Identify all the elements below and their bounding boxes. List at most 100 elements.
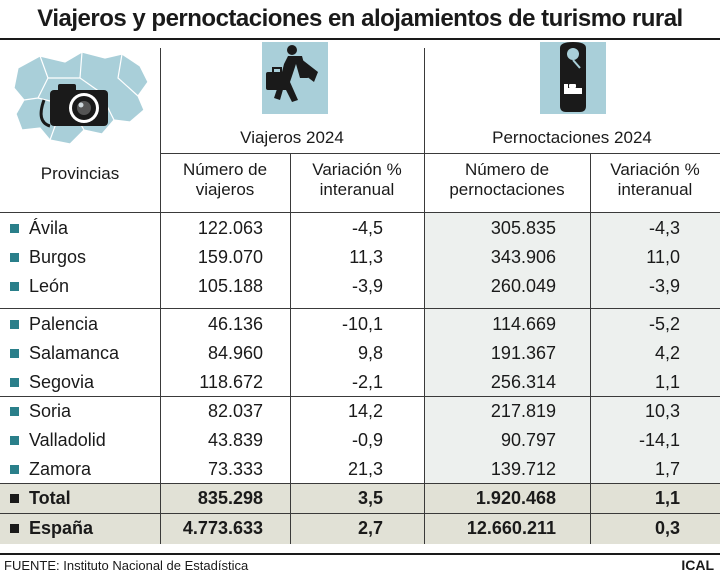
viajeros-value: 73.333 xyxy=(207,459,263,479)
brand-logo: ICAL xyxy=(681,557,714,573)
bullet-square-icon xyxy=(10,494,19,503)
table-row: Valladolid 43.839 -0,9 90.797 -14,1 xyxy=(0,426,720,455)
var-pernoctaciones-value: -14,1 xyxy=(638,430,680,450)
var-viajeros-value: -2,1 xyxy=(351,372,383,392)
total-var-viajeros-value: 3,5 xyxy=(357,488,383,508)
bullet-square-icon xyxy=(10,465,19,474)
bullet-square-icon xyxy=(10,349,19,358)
pernoctaciones-value: 343.906 xyxy=(490,247,556,267)
viajeros-value: 105.188 xyxy=(197,276,263,296)
table-row: Ávila 122.063 -4,5 305.835 -4,3 xyxy=(0,214,720,243)
provincias-header: Provincias xyxy=(40,164,120,183)
provincia-name: Segovia xyxy=(29,372,95,392)
num-pernoctaciones-header: Número de pernoctaciones xyxy=(449,160,565,199)
bullet-square-icon xyxy=(10,407,19,416)
data-table: Viajeros 2024 Pernoctaciones 2024 Provin… xyxy=(0,40,720,552)
pernoctaciones-value: 217.819 xyxy=(490,401,556,421)
provincia-name: Salamanca xyxy=(29,343,120,363)
var-viajeros-value: -3,9 xyxy=(351,276,383,296)
viajeros-value: 84.960 xyxy=(207,343,263,363)
hotel-door-hanger-icon xyxy=(540,42,606,114)
totals-row-divider xyxy=(0,513,720,514)
bullet-square-icon xyxy=(10,253,19,262)
var-pernoctaciones-value: -5,2 xyxy=(648,314,680,334)
espana-label: España xyxy=(29,518,94,538)
bullet-square-icon xyxy=(10,224,19,233)
espana-viajeros-value: 4.773.633 xyxy=(182,518,263,538)
source-note: FUENTE: Instituto Nacional de Estadístic… xyxy=(4,558,249,573)
provincia-name: Zamora xyxy=(29,459,92,479)
footer-divider xyxy=(0,553,720,555)
var-pernoctaciones-value: 4,2 xyxy=(654,343,680,363)
viajeros-value: 122.063 xyxy=(197,218,263,238)
espana-pernoctaciones-value: 12.660.211 xyxy=(466,518,556,538)
provincia-name: Ávila xyxy=(29,218,69,238)
header-group-divider xyxy=(160,153,720,154)
var-viajeros-header: Variación % interanual xyxy=(312,160,402,199)
pernoctaciones-value: 191.367 xyxy=(490,343,556,363)
viajeros-value: 159.070 xyxy=(197,247,263,267)
table-row: Palencia 46.136 -10,1 114.669 -5,2 xyxy=(0,310,720,339)
var-pernoctaciones-value: 1,7 xyxy=(654,459,680,479)
total-pernoctaciones-value: 1.920.468 xyxy=(475,488,556,508)
provincia-name: Palencia xyxy=(29,314,99,334)
espana-var-pernoctaciones-value: 0,3 xyxy=(654,518,680,538)
table-row: Salamanca 84.960 9,8 191.367 4,2 xyxy=(0,339,720,368)
var-pernoctaciones-value: 1,1 xyxy=(654,372,680,392)
pernoctaciones-value: 256.314 xyxy=(490,372,556,392)
pernoctaciones-group-header: Pernoctaciones 2024 xyxy=(492,128,652,147)
viajeros-value: 46.136 xyxy=(207,314,263,334)
var-pernoctaciones-value: 10,3 xyxy=(644,401,680,421)
bullet-square-icon xyxy=(10,378,19,387)
traveler-with-suitcase-icon xyxy=(262,42,328,114)
var-viajeros-value: -0,9 xyxy=(351,430,383,450)
bullet-square-icon xyxy=(10,320,19,329)
var-viajeros-value: 9,8 xyxy=(357,343,383,363)
viajeros-value: 82.037 xyxy=(207,401,263,421)
var-pernoctaciones-header: Variación % interanual xyxy=(610,160,700,199)
viajeros-value: 118.672 xyxy=(199,372,263,392)
var-viajeros-value: -4,5 xyxy=(351,218,383,238)
bullet-square-icon xyxy=(10,524,19,533)
provincia-name: Burgos xyxy=(29,247,87,267)
table-row: Zamora 73.333 21,3 139.712 1,7 xyxy=(0,455,720,484)
viajeros-value: 43.839 xyxy=(207,430,263,450)
var-pernoctaciones-value: 11,0 xyxy=(646,247,680,267)
provincia-name: Soria xyxy=(29,401,72,421)
viajeros-group-header: Viajeros 2024 xyxy=(240,128,344,147)
header-bottom-divider xyxy=(0,212,720,213)
row-group-divider-2 xyxy=(0,396,720,397)
bullet-square-icon xyxy=(10,436,19,445)
totals-divider xyxy=(0,483,720,484)
total-label: Total xyxy=(29,488,71,508)
castilla-leon-map-camera-icon xyxy=(10,48,155,153)
page-title: Viajeros y pernoctaciones en alojamiento… xyxy=(37,5,683,32)
pernoctaciones-value: 305.835 xyxy=(490,218,556,238)
col-divider-pernoctaciones xyxy=(590,153,591,544)
table-row: Burgos 159.070 11,3 343.906 11,0 xyxy=(0,243,720,272)
row-group-divider-1 xyxy=(0,308,720,309)
pernoctaciones-shade xyxy=(424,213,720,483)
pernoctaciones-value: 260.049 xyxy=(490,276,556,296)
var-pernoctaciones-value: -3,9 xyxy=(648,276,680,296)
espana-row: España 4.773.633 2,7 12.660.211 0,3 xyxy=(0,514,720,543)
pernoctaciones-value: 139.712 xyxy=(490,459,556,479)
table-row: León 105.188 -3,9 260.049 -3,9 xyxy=(0,272,720,301)
var-viajeros-value: 21,3 xyxy=(347,459,383,479)
col-divider-group xyxy=(424,48,425,544)
col-divider-provincias xyxy=(160,48,161,544)
var-pernoctaciones-value: -4,3 xyxy=(648,218,680,238)
total-row: Total 835.298 3,5 1.920.468 1,1 xyxy=(0,484,720,513)
title-divider xyxy=(0,38,720,40)
var-viajeros-value: 14,2 xyxy=(347,401,383,421)
num-viajeros-header: Número de viajeros xyxy=(182,160,268,199)
col-divider-viajeros xyxy=(290,153,291,544)
provincia-name: Valladolid xyxy=(29,430,106,450)
table-row: Soria 82.037 14,2 217.819 10,3 xyxy=(0,397,720,426)
pernoctaciones-value: 90.797 xyxy=(500,430,556,450)
pernoctaciones-value: 114.669 xyxy=(492,314,556,334)
bullet-square-icon xyxy=(10,282,19,291)
total-viajeros-value: 835.298 xyxy=(197,488,263,508)
total-var-pernoctaciones-value: 1,1 xyxy=(654,488,680,508)
provincia-name: León xyxy=(29,276,70,296)
